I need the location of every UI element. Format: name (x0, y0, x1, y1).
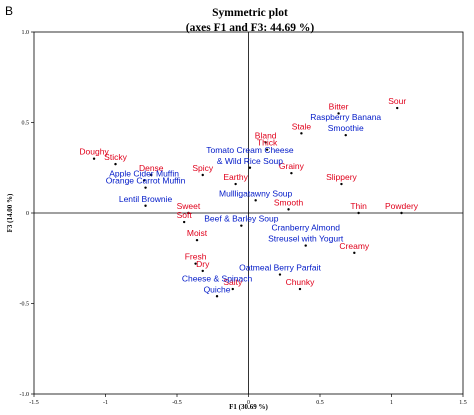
attribute-point-dense (150, 173, 153, 177)
attribute-point-earthy (234, 182, 237, 186)
product-label-raspberry-banana-smoothie: Raspberry Banana Smoothie (310, 112, 381, 133)
product-label-apple-cider-muffin: Apple Cider Muffin (109, 168, 179, 178)
attribute-point-dry (201, 269, 204, 273)
attribute-label-creamy: Creamy (339, 241, 370, 251)
attribute-label-sticky: Sticky (104, 152, 127, 162)
chart-title: Symmetric plot (212, 7, 288, 19)
attribute-point-sweet (187, 211, 190, 215)
attribute-label-soft: Soft (177, 210, 193, 220)
x-tick-label: 1.5 (459, 400, 467, 406)
attribute-label-spicy: Spicy (192, 163, 214, 173)
product-point-cheese-spinach-quiche (215, 295, 219, 298)
product-label-cranberry-almond-streusel-with-yogurt: Cranberry Almond Streusel with Yogurt (268, 223, 344, 244)
attribute-label-powdery: Powdery (385, 201, 419, 211)
y-tick-label: 0 (26, 211, 29, 217)
x-tick-label: 0 (247, 400, 250, 406)
attribute-label-dense: Dense (139, 163, 164, 173)
product-point-lentil-brownie (144, 204, 147, 207)
panel-letter: B (5, 4, 14, 18)
y-tick-label: -0.5 (20, 302, 30, 308)
attribute-point-thick (265, 148, 269, 151)
attribute-label-moist: Moist (187, 228, 208, 238)
attribute-point-thin (357, 211, 360, 215)
attribute-label-earthy: Earthy (223, 172, 248, 182)
attribute-point-doughy (92, 157, 96, 160)
attribute-label-bland: Bland (255, 130, 277, 140)
attribute-label-smooth: Smooth (274, 197, 304, 207)
y-tick-label: 1.0 (22, 30, 30, 36)
product-label-tomato-cream-cheese-wild-rice-soup: Tomato Cream Cheese & Wild Rice Soup (206, 145, 294, 166)
attribute-point-stale (300, 132, 303, 135)
y-tick-label: 0.5 (22, 121, 30, 127)
chart-subtitle: (axes F1 and F3: 44.69 %) (186, 22, 315, 34)
x-tick-label: -1.5 (29, 400, 39, 406)
product-label-beef-barley-soup: Beef & Barley Soup (204, 214, 278, 224)
attribute-label-thick: Thick (257, 138, 278, 148)
attribute-point-creamy (353, 251, 356, 255)
product-point-beef-barley-soup (240, 224, 243, 227)
attribute-label-dry: Dry (196, 259, 210, 269)
attribute-point-bitter (337, 112, 340, 115)
x-tick-label: -0.5 (172, 400, 182, 406)
attribute-label-fresh: Fresh (185, 252, 207, 262)
attribute-point-sticky (114, 162, 117, 166)
product-point-raspberry-banana-smoothie (344, 133, 347, 137)
attribute-label-sweet: Sweet (177, 201, 201, 211)
attribute-point-powdery (400, 211, 403, 215)
attribute-label-thin: Thin (350, 201, 367, 211)
attribute-label-stale: Stale (292, 121, 312, 131)
attribute-point-salty (231, 287, 234, 291)
product-label-lentil-brownie: Lentil Brownie (119, 194, 173, 204)
product-label-cheese-spinach-quiche: Cheese & Spinach Quiche (182, 273, 253, 294)
product-point-mullligatawny-soup (254, 199, 257, 202)
product-label-mullligatawny-soup: Mullligatawny Soup (219, 188, 293, 198)
attribute-point-spicy (201, 173, 204, 177)
attribute-label-doughy: Doughy (79, 147, 109, 157)
attribute-point-bland (264, 141, 267, 144)
x-tick-label: -1 (103, 400, 108, 406)
attribute-label-grainy: Grainy (279, 161, 305, 171)
attribute-point-moist (195, 238, 199, 242)
attribute-point-sour (396, 106, 399, 110)
product-label-oatmeal-berry-parfait: Oatmeal Berry Parfait (239, 263, 321, 273)
attribute-label-chunky: Chunky (286, 277, 316, 287)
product-point-tomato-cream-cheese-wild-rice-soup (248, 166, 252, 169)
y-axis-title: F3 (14.00 %) (6, 193, 14, 232)
attribute-point-chunky (298, 287, 302, 291)
attribute-point-fresh (194, 262, 197, 265)
attribute-label-bitter: Bitter (329, 101, 349, 111)
product-point-apple-cider-muffin (142, 179, 146, 182)
attribute-point-smooth (287, 208, 290, 211)
product-point-oatmeal-berry-parfait (278, 273, 282, 276)
x-tick-label: 0.5 (316, 400, 324, 406)
product-label-orange-carrot-muffin: Orange Carrot Muffin (106, 176, 186, 186)
x-axis-title: F1 (30.69 %) (229, 403, 268, 411)
attribute-label-slippery: Slippery (326, 172, 357, 182)
attribute-label-salty: Salty (223, 277, 243, 287)
attribute-point-grainy (290, 171, 293, 175)
product-point-cranberry-almond-streusel-with-yogurt (304, 244, 307, 247)
product-point-orange-carrot-muffin (144, 186, 147, 189)
y-tick-label: -1.0 (20, 392, 30, 398)
attribute-label-sour: Sour (388, 96, 406, 106)
attribute-point-soft (182, 220, 186, 224)
attribute-point-slippery (340, 182, 343, 186)
x-tick-label: 1 (390, 400, 393, 406)
